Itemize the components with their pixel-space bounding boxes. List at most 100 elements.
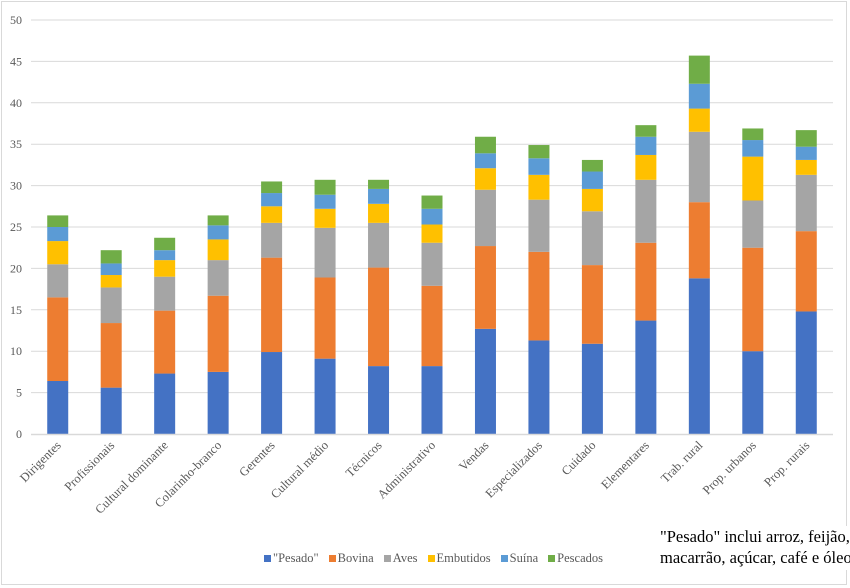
y-tick-label: 35 [10,137,22,151]
bar-segment [314,277,336,359]
x-tick-label: Cultural médio [268,438,331,501]
bar-stack [207,215,229,434]
legend: "Pesado" Bovina Aves Embutidos Suína Pes… [264,551,603,566]
bar-segment [688,55,710,84]
bar-segment [100,250,122,264]
legend-swatch-pesado [264,555,271,562]
legend-label-pescados: Pescados [557,551,603,565]
bar-stack [742,128,764,434]
bar-segment [207,215,229,226]
bar-segment [314,179,336,195]
bar-segment [207,371,229,434]
y-tick-label: 30 [10,179,22,193]
y-axis-ticks: 0 5 10 15 20 25 30 35 40 45 50 [10,13,22,441]
footnote-line-1: "Pesado" inclui arroz, feijão, [660,527,850,546]
bar-stack [47,215,69,434]
bar-segment [421,366,443,434]
bar-segment [154,310,176,374]
x-tick-label: Elementares [598,438,652,492]
bar-segment [100,387,122,434]
bar-segment [528,174,550,200]
bar-segment [261,352,283,434]
footnote-annotation: "Pesado" inclui arroz, feijão, macarrão,… [658,526,850,570]
legend-swatch-bovina [328,555,336,562]
x-tick-label: Prop. rurais [761,438,812,489]
x-tick-label: Dirigentes [17,438,64,485]
x-tick-label: Técnicos [343,438,385,480]
bar-segment [314,227,336,278]
bar-segment [581,188,603,212]
bar-segment [261,181,283,194]
bar-segment [314,358,336,434]
legend-item-bovina: Bovina [328,551,374,566]
bar-segment [635,125,657,137]
bar-stack [528,145,550,434]
bar-segment [581,159,603,172]
bar-stack [581,159,603,434]
bar-segment [474,246,496,329]
y-tick-label: 10 [10,344,22,358]
bar-segment [688,278,710,434]
x-tick-label: Cuidado [559,438,599,478]
bar-segment [261,222,283,258]
bar-segment [474,136,496,154]
bar-segment [368,222,390,268]
bar-segment [368,267,390,367]
bar-segment [581,211,603,266]
bar-segment [47,381,69,434]
legend-label-pesado: "Pesado" [273,551,319,565]
bar-segment [314,194,336,209]
bar-segment [742,156,764,201]
bar-segment [154,373,176,434]
bar-segment [368,188,390,204]
bar-segment [742,128,764,141]
bar-segment [421,224,443,243]
bar-segment [368,366,390,434]
bar-segment [421,195,443,209]
bar-segment [207,239,229,261]
bar-segment [474,153,496,169]
y-tick-label: 0 [16,427,22,441]
bar-segment [47,264,69,298]
bar-segment [688,202,710,279]
bar-segment [100,323,122,388]
bar-segment [154,250,176,261]
bar-segment [528,340,550,434]
bar-segment [581,265,603,344]
y-tick-label: 5 [16,386,22,400]
bar-stack [368,179,390,434]
bar-segment [207,295,229,372]
bar-segment [261,206,283,223]
bar-segment [795,311,817,434]
y-tick-label: 50 [10,13,22,27]
bar-segment [795,159,817,175]
bar-segment [795,146,817,160]
footnote-line-2: macarrão, açúcar, café e óleo. [660,548,850,567]
legend-item-pesado: "Pesado" [264,551,319,566]
bar-segment [207,260,229,296]
x-tick-label: Trab. rural [658,438,706,486]
bar-segment [635,154,657,180]
legend-swatch-suina [500,555,508,562]
bar-stack [635,125,657,434]
bar-segment [261,257,283,353]
legend-item-pescados: Pescados [548,551,603,566]
y-tick-label: 20 [10,261,22,275]
bar-segment [528,158,550,175]
bar-segment [207,225,229,240]
bar-segment [795,174,817,232]
bar-stack [421,195,443,434]
legend-item-embutidos: Embutidos [427,551,491,566]
x-tick-label: Profissionais [62,438,118,494]
bar-segment [314,208,336,228]
bar-segment [528,199,550,252]
x-tick-label: Especializados [483,438,546,501]
legend-swatch-embutidos [427,555,435,562]
bar-stack [100,250,122,434]
bar-segment [528,145,550,159]
bar-segment [421,242,443,286]
bar-segment [368,203,390,223]
bar-segment [688,108,710,132]
bar-segment [100,263,122,276]
